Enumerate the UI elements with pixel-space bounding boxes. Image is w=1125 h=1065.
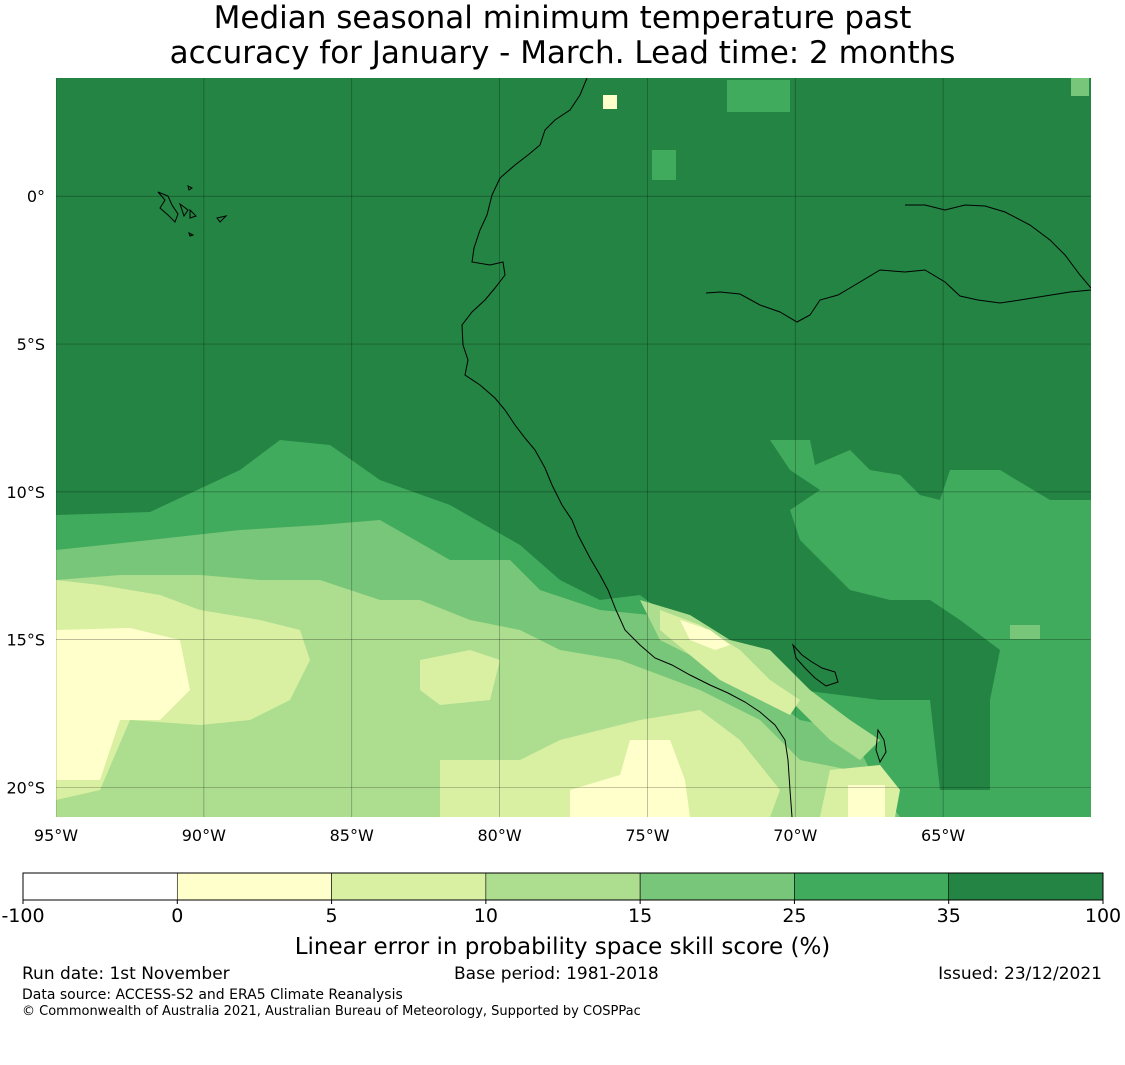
- skill-region-0-5-coastal: [680, 620, 730, 650]
- galapagos-islands: [157, 185, 228, 237]
- skill-region-5-10-central: [420, 650, 500, 705]
- base-period: Base period: 1981-2018: [454, 964, 659, 984]
- longitude-tick-label: 65°W: [921, 826, 965, 845]
- map-title-line-1: Median seasonal minimum temperature past: [213, 0, 912, 36]
- run-date: Run date: 1st November: [22, 964, 230, 984]
- skill-region-0-5-se: [848, 785, 885, 817]
- longitude-tick-label: 75°W: [625, 826, 669, 845]
- latitude-tick-label: 20°S: [6, 778, 45, 797]
- colorbar-segment: [639, 872, 795, 901]
- amazon-river: [705, 269, 1091, 323]
- colorbar-title: Linear error in probability space skill …: [294, 934, 831, 960]
- skill-region-25-35-upper-east: [770, 440, 1091, 600]
- latitude-tick-labels: 0° 5°S 10°S 15°S 20°S: [6, 187, 45, 797]
- amazon-river-north-branch: [905, 204, 1091, 289]
- skill-region-0-5-south: [570, 740, 690, 817]
- colorbar-tick-label: 15: [628, 905, 652, 927]
- map-title-line-2: accuracy for January - March. Lead time:…: [169, 35, 956, 71]
- longitude-tick-label: 80°W: [477, 826, 521, 845]
- colorbar-segment: [176, 872, 332, 901]
- skill-patch-north-small: [652, 150, 676, 180]
- latitude-tick-label: 15°S: [6, 631, 45, 650]
- colorbar-segment: [485, 872, 641, 901]
- longitude-tick-label: 95°W: [34, 826, 78, 845]
- colorbar-tick-labels: -100 0 5 10 15 25 35 100: [1, 900, 1121, 927]
- colorbar-tick-label: 25: [782, 905, 806, 927]
- colorbar-tick-label: 100: [1085, 905, 1121, 927]
- colorbar-tick-label: -100: [1, 905, 44, 927]
- data-source: Data source: ACCESS-S2 and ERA5 Climate …: [22, 987, 403, 1003]
- colorbar-tick-label: 10: [474, 905, 498, 927]
- issued-date: Issued: 23/12/2021: [938, 964, 1102, 984]
- lake-poopo: [875, 728, 887, 764]
- colorbar-tick-label: 35: [937, 905, 961, 927]
- colorbar-segment: [948, 872, 1104, 901]
- latitude-tick-label: 0°: [27, 187, 45, 206]
- colorbar-segment: [22, 872, 178, 901]
- latitude-tick-label: 5°S: [17, 335, 45, 354]
- skill-region-0-5: [56, 628, 190, 780]
- skill-patch-north-pale: [603, 95, 617, 109]
- colorbar-outline: [22, 872, 1104, 901]
- skill-patch-ne-corner: [1071, 78, 1089, 96]
- graticule: [56, 78, 1091, 817]
- colorbar-tick-label: 5: [326, 905, 338, 927]
- map-plot-area: [56, 78, 1091, 817]
- longitude-tick-labels: 95°W 90°W 85°W 80°W 75°W 70°W 65°W: [34, 826, 966, 845]
- colorbar-tick-label: 0: [171, 905, 183, 927]
- lake-titicaca: [792, 643, 839, 687]
- skill-patch-east: [1010, 625, 1040, 639]
- south-america-coastline: [461, 78, 793, 817]
- skill-patch-north: [727, 80, 790, 112]
- colorbar-segment: [794, 872, 950, 901]
- colorbar: [22, 872, 1104, 901]
- latitude-tick-label: 10°S: [6, 483, 45, 502]
- longitude-tick-label: 85°W: [330, 826, 374, 845]
- colorbar-segment: [331, 872, 487, 901]
- longitude-tick-label: 70°W: [773, 826, 817, 845]
- skill-region-5-10-south: [440, 710, 780, 817]
- copyright-notice: © Commonwealth of Australia 2021, Austra…: [22, 1004, 641, 1019]
- longitude-tick-label: 90°W: [182, 826, 226, 845]
